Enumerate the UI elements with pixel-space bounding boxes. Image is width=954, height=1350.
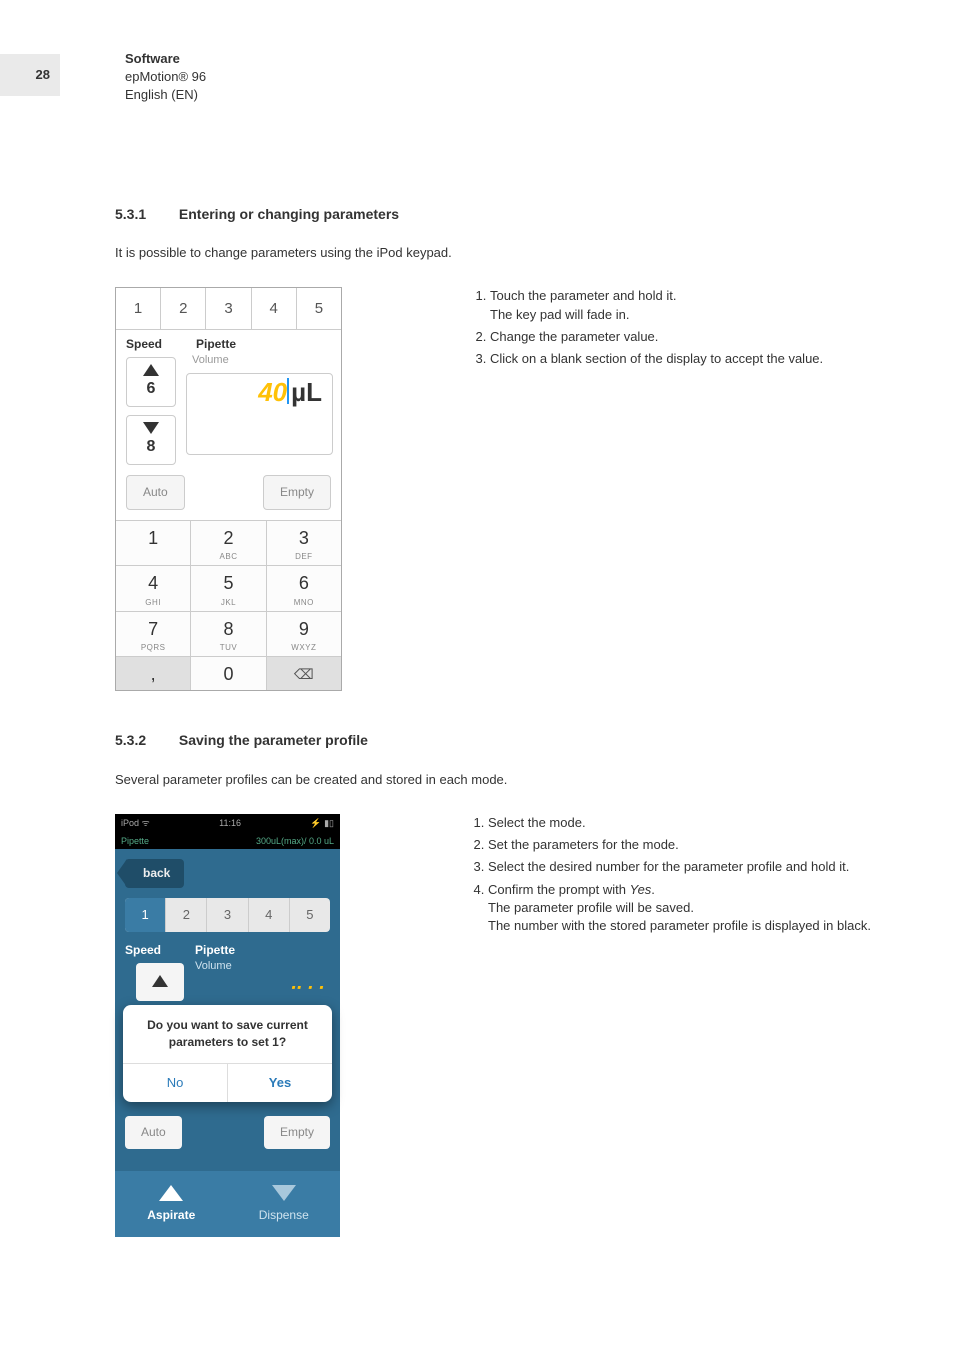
- section-1-num: 5.3.1: [115, 205, 175, 225]
- s1-volume-value: 40: [258, 374, 287, 410]
- s1-tab-4[interactable]: 4: [252, 288, 297, 329]
- s1-speed-label: Speed: [126, 336, 196, 353]
- s2-speed-up[interactable]: [136, 963, 184, 1001]
- s2-volume-label: Volume: [195, 959, 330, 974]
- triangle-up-icon: [152, 975, 168, 987]
- s1-pipette-label: Pipette: [196, 336, 236, 353]
- s2-save-dialog: Do you want to save current parameters t…: [123, 1005, 332, 1102]
- text-cursor: [287, 378, 289, 404]
- s2-tab-3[interactable]: 3: [207, 898, 248, 932]
- s1-volume-unit: µL: [291, 374, 322, 410]
- s1-speed-up-val: 6: [147, 378, 156, 400]
- s1-speed-up[interactable]: 6: [126, 357, 176, 407]
- s2-step-3: Select the desired number for the parame…: [488, 858, 899, 876]
- triangle-down-icon: [272, 1185, 296, 1201]
- s2-partial-value: ∙∙ ∙ ∙: [195, 974, 330, 994]
- backspace-icon: ⌫: [267, 662, 341, 686]
- s2-speed-label: Speed: [125, 942, 195, 959]
- s2-dialog-message: Do you want to save current parameters t…: [123, 1005, 332, 1063]
- section-2-steps: Select the mode. Set the parameters for …: [470, 814, 899, 939]
- section-2-title: Saving the parameter profile: [179, 732, 368, 748]
- header-title: Software: [125, 50, 899, 68]
- triangle-up-icon: [143, 364, 159, 376]
- s1-tab-3[interactable]: 3: [206, 288, 251, 329]
- s2-dispense-button[interactable]: Dispense: [228, 1185, 341, 1224]
- s1-tab-5[interactable]: 5: [297, 288, 341, 329]
- s1-auto-button[interactable]: Auto: [126, 475, 185, 510]
- s1-keypad: 1 2ABC 3DEF 4GHI 5JKL 6MNO 7PQRS 8TUV 9W…: [116, 520, 341, 690]
- key-6[interactable]: 6MNO: [267, 566, 341, 610]
- triangle-down-icon: [143, 422, 159, 434]
- s2-step-2: Set the parameters for the mode.: [488, 836, 899, 854]
- s2-tab-5[interactable]: 5: [290, 898, 330, 932]
- s2-dialog-yes[interactable]: Yes: [228, 1064, 332, 1102]
- s2-step-4: Confirm the prompt with Yes. The paramet…: [488, 881, 899, 936]
- s1-tab-2[interactable]: 2: [161, 288, 206, 329]
- s1-speed-down-val: 8: [147, 436, 156, 458]
- s1-tab-1[interactable]: 1: [116, 288, 161, 329]
- s2-tab-4[interactable]: 4: [249, 898, 290, 932]
- s1-empty-button[interactable]: Empty: [263, 475, 331, 510]
- key-5[interactable]: 5JKL: [191, 566, 266, 610]
- s2-pipette-label: Pipette: [195, 942, 235, 959]
- s1-step-1: Touch the parameter and hold it. The key…: [490, 287, 899, 323]
- s2-empty-button[interactable]: Empty: [264, 1116, 330, 1149]
- key-3[interactable]: 3DEF: [267, 521, 341, 565]
- section-1-title: Entering or changing parameters: [179, 206, 399, 222]
- section-1-heading: 5.3.1 Entering or changing parameters: [115, 205, 899, 225]
- s1-speed-down[interactable]: 8: [126, 415, 176, 465]
- triangle-up-icon: [159, 1185, 183, 1201]
- section-2-heading: 5.3.2 Saving the parameter profile: [115, 731, 899, 751]
- header-product: epMotion® 96: [125, 68, 899, 86]
- s2-bottom-bar: Aspirate Dispense: [115, 1171, 340, 1238]
- section-2-num: 5.3.2: [115, 731, 175, 751]
- screenshot-2: iPod ᯤ 11:16 ⚡ ▮▯ Pipette 300uL(max)/ 0.…: [115, 814, 340, 1237]
- key-7[interactable]: 7PQRS: [116, 612, 191, 656]
- s2-back-button[interactable]: back: [125, 859, 184, 888]
- section-2-intro: Several parameter profiles can be create…: [115, 771, 899, 789]
- key-0[interactable]: 0: [191, 657, 266, 690]
- s1-volume-label: Volume: [186, 353, 333, 368]
- key-4[interactable]: 4GHI: [116, 566, 191, 610]
- s1-step-2: Change the parameter value.: [490, 328, 899, 346]
- s2-tab-2[interactable]: 2: [166, 898, 207, 932]
- key-comma[interactable]: ,: [116, 657, 191, 690]
- key-backspace[interactable]: ⌫: [267, 657, 341, 690]
- s2-status-bar: iPod ᯤ 11:16 ⚡ ▮▯: [115, 814, 340, 833]
- s1-step-3: Click on a blank section of the display …: [490, 350, 899, 368]
- s1-tabs: 1 2 3 4 5: [116, 288, 341, 330]
- s2-step-1: Select the mode.: [488, 814, 899, 832]
- header-lang: English (EN): [125, 86, 899, 104]
- page-number: 28: [0, 54, 60, 96]
- section-1-intro: It is possible to change parameters usin…: [115, 244, 899, 262]
- s2-aspirate-button[interactable]: Aspirate: [115, 1185, 228, 1224]
- screenshot-1: 1 2 3 4 5 Speed Pipette 6 8: [115, 287, 342, 691]
- s2-tabs: 1 2 3 4 5: [125, 898, 330, 932]
- key-9[interactable]: 9WXYZ: [267, 612, 341, 656]
- s1-volume-field[interactable]: 40µL: [186, 373, 333, 455]
- s2-tab-1[interactable]: 1: [125, 898, 166, 932]
- key-8[interactable]: 8TUV: [191, 612, 266, 656]
- key-1[interactable]: 1: [116, 521, 191, 565]
- page-header: Software epMotion® 96 English (EN): [125, 50, 899, 105]
- key-2[interactable]: 2ABC: [191, 521, 266, 565]
- s2-sub-bar: Pipette 300uL(max)/ 0.0 uL: [115, 833, 340, 850]
- section-1-steps: Touch the parameter and hold it. The key…: [472, 287, 899, 372]
- s2-dialog-no[interactable]: No: [123, 1064, 228, 1102]
- s2-auto-button[interactable]: Auto: [125, 1116, 182, 1149]
